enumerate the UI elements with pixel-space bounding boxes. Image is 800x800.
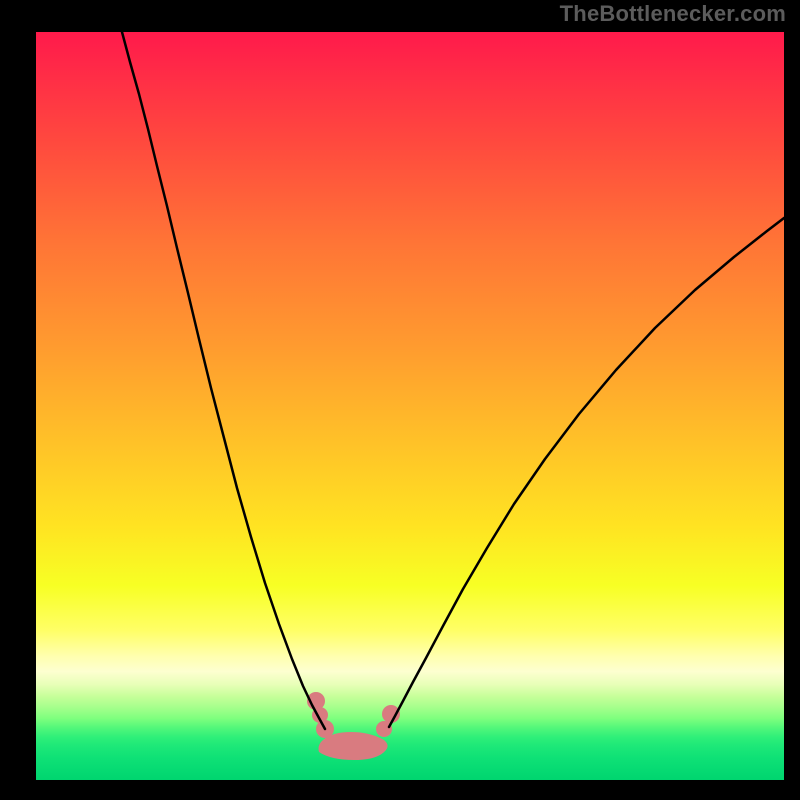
- plot-area: [36, 32, 784, 780]
- watermark-text: TheBottlenecker.com: [560, 1, 786, 27]
- v-curve-right: [389, 218, 784, 727]
- v-curve-layer: [36, 32, 784, 780]
- figure-root: TheBottlenecker.com: [0, 0, 800, 800]
- v-curve-left: [122, 32, 325, 729]
- accent-marks: [307, 692, 400, 760]
